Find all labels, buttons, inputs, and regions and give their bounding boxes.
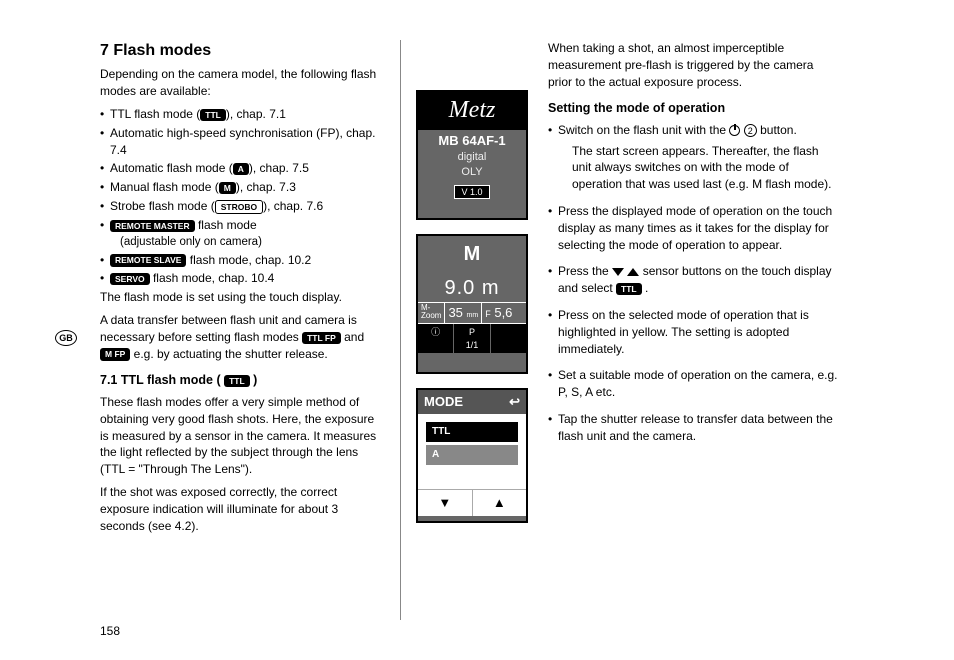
- transfer-text: A data transfer between flash unit and c…: [100, 312, 380, 362]
- back-icon: ↩: [509, 393, 520, 411]
- down-icon: [612, 268, 624, 276]
- step-5: Set a suitable mode of operation on the …: [548, 367, 838, 401]
- pill-ttl-step: TTL: [616, 283, 642, 295]
- mode-fp: Automatic high-speed synchronisation (FP…: [100, 125, 380, 159]
- right-column: When taking a shot, an almost impercepti…: [548, 40, 838, 620]
- mode-bar: MODE ↩: [418, 390, 526, 414]
- subheading-ttl: 7.1 TTL flash mode ( TTL ): [100, 372, 380, 390]
- set-text: The flash mode is set using the touch di…: [100, 289, 380, 306]
- page-number: 158: [100, 623, 120, 640]
- digital-label: digital: [418, 150, 526, 165]
- distance-value: 9.0 m: [418, 274, 526, 302]
- pill-m: M: [219, 182, 236, 194]
- step-1-cont: The start screen appears. Thereafter, th…: [558, 143, 838, 193]
- ttl-para1: These flash modes offer a very simple me…: [100, 394, 380, 478]
- p-indicator: P1/1: [454, 324, 490, 353]
- metz-logo: Metz: [418, 92, 526, 130]
- screen-mode: MODE ↩ TTL A ▼ ▲: [416, 388, 528, 523]
- modes-list: TTL flash mode (TTL), chap. 7.1 Automati…: [100, 106, 380, 287]
- arrow-down: ▼: [418, 490, 473, 516]
- mode-manual: Manual flash mode (M), chap. 7.3: [100, 179, 380, 196]
- oly-label: OLY: [418, 165, 526, 180]
- steps-list: Switch on the flash unit with the 2 butt…: [548, 122, 838, 445]
- bottom-row: ⓘ P1/1: [418, 324, 526, 353]
- ttl-para2: If the shot was exposed correctly, the c…: [100, 484, 380, 534]
- up-icon: [627, 268, 639, 276]
- mode-item-ttl: TTL: [426, 422, 518, 442]
- blank-cell: [491, 324, 526, 353]
- pill-a: A: [233, 163, 249, 175]
- pill-ttl: TTL: [200, 109, 226, 121]
- pill-strobo: STROBO: [215, 200, 263, 214]
- mode-list: TTL A: [418, 414, 526, 489]
- mode-ttl: TTL flash mode (TTL), chap. 7.1: [100, 106, 380, 123]
- mode-remote-master: REMOTE MASTER flash mode(adjustable only…: [100, 217, 380, 250]
- screen-main: M 9.0 m M-Zoom 35 mm F 5,6 ⓘ P1/1: [416, 234, 528, 374]
- step-3: Press the sensor buttons on the touch di…: [548, 263, 838, 297]
- gb-badge: GB: [55, 330, 77, 346]
- pill-mfp: M FP: [100, 348, 130, 360]
- model-name: MB 64AF-1: [418, 132, 526, 150]
- pill-servo: SERVO: [110, 273, 150, 285]
- heading-flash-modes: 7 Flash modes: [100, 40, 380, 62]
- page-content: 7 Flash modes Depending on the camera mo…: [100, 40, 914, 620]
- mode-auto: Automatic flash mode (A), chap. 7.5: [100, 160, 380, 177]
- setting-heading: Setting the mode of operation: [548, 100, 838, 118]
- info-row: M-Zoom 35 mm F 5,6: [418, 302, 526, 324]
- arrow-up: ▲: [473, 490, 527, 516]
- intro-text: Depending on the camera model, the follo…: [100, 66, 380, 100]
- step-4: Press on the selected mode of operation …: [548, 307, 838, 357]
- pill-ttl-h2: TTL: [224, 375, 250, 387]
- info-icon: ⓘ: [418, 324, 454, 353]
- step-2: Press the displayed mode of operation on…: [548, 203, 838, 253]
- version-label: V 1.0: [454, 185, 489, 200]
- preflash-para: When taking a shot, an almost impercepti…: [548, 40, 838, 90]
- step-1: Switch on the flash unit with the 2 butt…: [548, 122, 838, 193]
- pill-remote-slave: REMOTE SLAVE: [110, 254, 186, 266]
- arrows-row: ▼ ▲: [418, 489, 526, 516]
- mode-servo: SERVO flash mode, chap. 10.4: [100, 270, 380, 287]
- mode-item-a: A: [426, 445, 518, 465]
- pill-ttlfp: TTL FP: [302, 332, 341, 344]
- mode-remote-slave: REMOTE SLAVE flash mode, chap. 10.2: [100, 252, 380, 269]
- button-2-icon: 2: [744, 124, 757, 137]
- mode-strobe: Strobe flash mode (STROBO), chap. 7.6: [100, 198, 380, 215]
- left-column: 7 Flash modes Depending on the camera mo…: [100, 40, 380, 620]
- screen-startup: Metz MB 64AF-1 digital OLY V 1.0: [416, 90, 528, 220]
- step-6: Tap the shutter release to transfer data…: [548, 411, 838, 445]
- mode-title: MODE: [424, 393, 463, 411]
- power-icon: [729, 125, 740, 136]
- mode-indicator: M: [418, 236, 526, 268]
- middle-column: Metz MB 64AF-1 digital OLY V 1.0 M 9.0 m…: [400, 40, 528, 620]
- pill-remote-master: REMOTE MASTER: [110, 220, 195, 232]
